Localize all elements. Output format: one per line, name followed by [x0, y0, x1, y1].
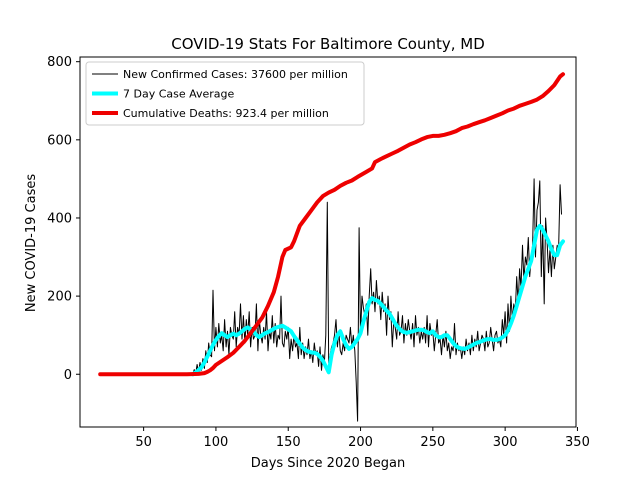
- y-tick-label: 800: [47, 55, 72, 70]
- series-line-1: [190, 223, 565, 377]
- series-line-2: [98, 72, 565, 377]
- y-axis-label: New COVID-19 Cases: [24, 174, 39, 312]
- y-tick-label: 400: [47, 211, 72, 226]
- x-tick-label: 250: [420, 435, 445, 450]
- x-tick-label: 50: [135, 435, 152, 450]
- x-tick-label: 350: [565, 435, 590, 450]
- legend: New Confirmed Cases: 37600 per million 7 …: [85, 61, 365, 126]
- axes: 50 100 150 200 250 300 350 0 200 400 600 800: [47, 55, 590, 450]
- y-tick-label: 600: [47, 133, 72, 148]
- x-tick-label: 300: [493, 435, 518, 450]
- y-tick-label: 200: [47, 290, 72, 305]
- legend-label-1: 7 Day Case Average: [123, 88, 235, 101]
- legend-label-0: New Confirmed Cases: 37600 per million: [123, 68, 348, 81]
- x-tick-label: 150: [276, 435, 301, 450]
- x-tick-label: 200: [348, 435, 373, 450]
- legend-box: [85, 61, 365, 126]
- chart-title: COVID-19 Stats For Baltimore County, MD: [171, 35, 485, 53]
- series-line-0: [99, 178, 562, 422]
- x-axis-label: Days Since 2020 Began: [251, 456, 406, 471]
- legend-label-2: Cumulative Deaths: 923.4 per million: [123, 107, 329, 120]
- y-tick-label: 0: [64, 368, 72, 383]
- plot-area: [98, 72, 565, 422]
- axes-frame: [79, 56, 577, 428]
- x-tick-label: 100: [204, 435, 229, 450]
